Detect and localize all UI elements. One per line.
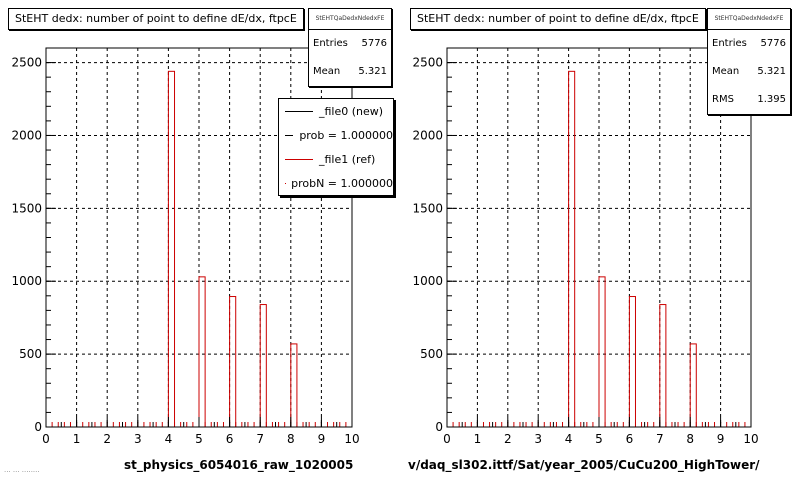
x-tick-label: 8 (686, 432, 694, 446)
left-histogram-title: StEHT dedx: number of point to define dE… (8, 8, 304, 30)
y-tick-label: 1500 (11, 201, 42, 215)
right-stats-rms-label: RMS (712, 94, 734, 105)
right-histogram-title: StEHT dedx: number of point to define dE… (410, 8, 706, 30)
right-stats-box: StEHTQaDedxNdedxFE Entries 5776 Mean 5.3… (707, 8, 791, 115)
x-tick-label: 0 (443, 432, 451, 446)
legend-label-file1: _file1 (ref) (319, 152, 376, 166)
legend-entry-file0: _file0 (new) (279, 99, 393, 123)
x-tick-label: 9 (717, 432, 725, 446)
legend-line-file1 (285, 158, 313, 160)
x-tick-label: 6 (626, 432, 634, 446)
right-x-axis-title: v/daq_sl302.ittf/Sat/year_2005/CuCu200_H… (408, 458, 760, 472)
left-histogram-panel: 0 1 2 3 4 5 6 7 8 9 10 0 500 1000 1500 2000 2500 StEHT d… (8, 8, 394, 472)
left-stats-mean-label: Mean (313, 66, 341, 77)
left-legend: _file0 (new) prob = 1.000000 _file1 (ref… (278, 98, 394, 196)
left-stats-entries-value: 5776 (361, 38, 387, 49)
right-stats-mean-value: 5.321 (757, 66, 786, 77)
legend-entry-prob: prob = 1.000000 (279, 123, 393, 147)
x-tick-label: 4 (565, 432, 573, 446)
x-tick-label: 0 (42, 432, 50, 446)
legend-entry-probn: probN = 1.000000 (279, 171, 393, 195)
footer-timestamp-text: ... ... ........ (4, 466, 40, 474)
y-tick-label: 1000 (11, 274, 42, 288)
legend-label-probn: probN = 1.000000 (291, 176, 393, 190)
left-stats-entries-label: Entries (313, 38, 348, 49)
right-stats-rms-row: RMS 1.395 (708, 86, 790, 114)
left-stats-box: StEHTQaDedxNdedxFE Entries 5776 Mean 5.3… (308, 8, 392, 87)
legend-label-prob: prob = 1.000000 (299, 128, 393, 142)
left-title-text: StEHT dedx: number of point to define dE… (15, 12, 297, 25)
legend-line-file0 (285, 110, 313, 112)
left-stats-mean-value: 5.321 (358, 66, 387, 77)
x-tick-label: 10 (344, 432, 359, 446)
right-stats-title: StEHTQaDedxNdedxFE (708, 9, 790, 30)
right-stats-mean-label: Mean (712, 66, 740, 77)
x-tick-label: 4 (165, 432, 173, 446)
x-tick-label: 2 (504, 432, 512, 446)
x-tick-label: 5 (195, 432, 203, 446)
y-tick-label: 2500 (412, 56, 443, 70)
y-tick-label: 0 (34, 420, 42, 434)
x-tick-label: 10 (743, 432, 758, 446)
left-stats-entries-row: Entries 5776 (309, 30, 391, 58)
right-stats-entries-row: Entries 5776 (708, 30, 790, 58)
y-tick-label: 2500 (11, 56, 42, 70)
x-tick-label: 6 (226, 432, 234, 446)
right-stats-entries-value: 5776 (760, 38, 786, 49)
left-stats-title: StEHTQaDedxNdedxFE (309, 9, 391, 30)
legend-label-file0: _file0 (new) (319, 104, 384, 118)
x-tick-label: 7 (656, 432, 664, 446)
right-histogram-plot: 0 1 2 3 4 5 6 7 8 9 10 0 500 1000 1500 2000 2500 (412, 47, 759, 446)
x-tick-label: 3 (534, 432, 542, 446)
right-stats-mean-row: Mean 5.321 (708, 58, 790, 86)
x-tick-label: 9 (318, 432, 326, 446)
y-tick-label: 1000 (412, 274, 443, 288)
y-tick-label: 1500 (412, 201, 443, 215)
x-tick-label: 7 (256, 432, 264, 446)
y-tick-label: 500 (420, 347, 443, 361)
x-tick-label: 1 (73, 432, 81, 446)
x-tick-label: 1 (474, 432, 482, 446)
left-stats-mean-row: Mean 5.321 (309, 58, 391, 86)
x-tick-label: 8 (287, 432, 295, 446)
right-stats-rms-value: 1.395 (757, 94, 786, 105)
legend-entry-file1: _file1 (ref) (279, 147, 393, 171)
left-x-axis-title: st_physics_6054016_raw_1020005 (124, 458, 354, 472)
x-tick-label: 5 (595, 432, 603, 446)
y-tick-label: 500 (19, 347, 42, 361)
right-stats-entries-label: Entries (712, 38, 747, 49)
y-tick-label: 2000 (11, 128, 42, 142)
legend-line-prob (285, 134, 294, 136)
right-title-text: StEHT dedx: number of point to define dE… (417, 12, 699, 25)
x-tick-label: 2 (103, 432, 111, 446)
y-tick-label: 2000 (412, 128, 443, 142)
x-tick-label: 3 (134, 432, 142, 446)
y-tick-label: 0 (435, 420, 443, 434)
right-histogram-panel: 0 1 2 3 4 5 6 7 8 9 10 0 500 1000 1500 2000 2500 StEHT d… (400, 0, 800, 480)
